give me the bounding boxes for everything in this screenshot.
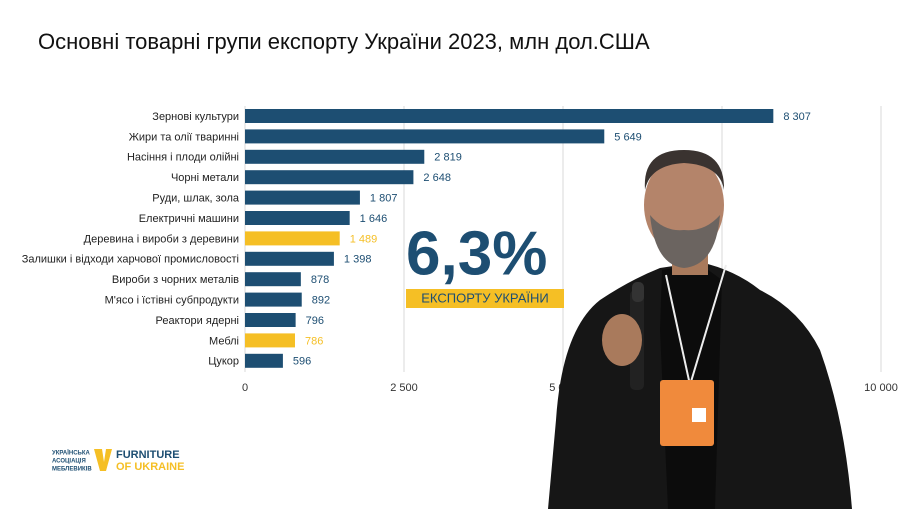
y-tick-label: Деревина і вироби з деревини [84,233,239,245]
value-label: 1 807 [370,193,398,205]
bar [245,231,340,246]
y-tick-label: Меблі [209,335,239,347]
logo-line: МЕБЛЕВИКІВ [52,467,92,473]
bar [245,190,360,205]
value-label: 2 648 [423,172,451,184]
value-label: 1 646 [360,213,388,225]
badge [660,380,714,446]
y-tick-label: Руди, шлак, зола [152,193,240,205]
bar [245,211,350,225]
logo-mark [94,449,112,471]
y-tick-label: Електричні машини [139,213,239,225]
y-tick-label: Зернові культури [152,111,239,123]
value-label: 1 398 [344,254,372,266]
hair [644,150,725,190]
y-tick-label: Реактори ядерні [155,315,239,327]
speaker-photo [548,150,852,509]
value-label: 596 [293,356,311,368]
bar [245,129,605,144]
bar [245,170,414,185]
bar [245,292,302,307]
bar [245,333,295,348]
bar [245,272,301,287]
bar [245,313,296,327]
value-label: 786 [305,335,323,347]
y-tick-label: Насіння і плоди олійні [127,152,239,164]
value-label: 1 489 [350,233,378,245]
y-tick-label: Жири та олії тваринні [129,131,239,143]
logo-line: АСОЦІАЦІЯ [52,459,86,465]
y-tick-label: Залишки і відходи харчової промисловості [22,254,239,266]
logo-brand: OF UKRAINE [116,461,184,473]
value-label: 796 [306,315,324,327]
value-label: 8 307 [783,111,811,123]
x-tick-label: 0 [242,382,248,394]
logo-brand: FURNITURE [116,449,180,461]
beard [650,215,720,268]
y-tick-label: Вироби з чорних металів [112,274,239,286]
y-tick-label: М'ясо і їстівні субпродукти [105,295,239,307]
logo-line: УКРАЇНСЬКА [52,450,90,457]
y-tick-label: Чорні метали [171,172,239,184]
value-label: 878 [311,274,329,286]
badge-qr [692,408,706,422]
hand [602,314,642,366]
microphone-head [632,282,644,302]
logo: УКРАЇНСЬКА АСОЦІАЦІЯ МЕБЛЕВИКІВ FURNITUR… [52,449,184,473]
bar [245,149,425,164]
x-tick-label: 10 000 [864,382,898,394]
bar [245,353,283,368]
value-label: 892 [312,295,330,307]
y-tick-label: Цукор [208,356,239,368]
annotation-band [406,289,564,308]
value-label: 2 819 [434,152,462,164]
bar [245,251,334,266]
value-label: 5 649 [614,131,642,143]
chart-title: Основні товарні групи експорту України 2… [38,29,650,54]
bar [245,109,774,123]
annotation-text: ЕКСПОРТУ УКРАЇНИ [421,290,549,305]
x-tick-label: 2 500 [390,382,418,394]
big-figure: 6,3% [406,219,547,288]
